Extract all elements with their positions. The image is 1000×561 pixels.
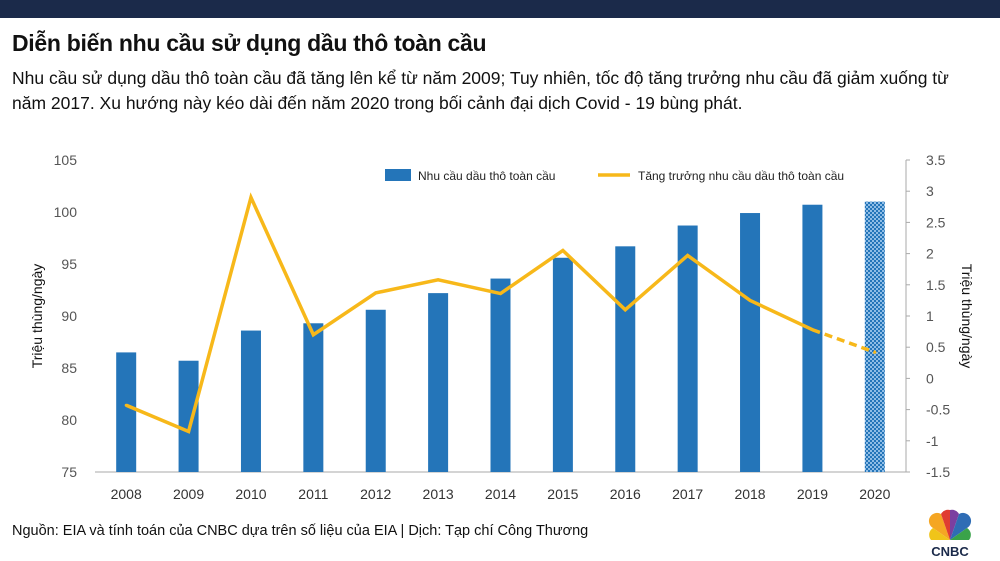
growth-point bbox=[187, 429, 191, 433]
demand-bar bbox=[365, 309, 386, 472]
y-tick-label: 85 bbox=[61, 360, 77, 376]
growth-line bbox=[125, 192, 814, 434]
x-tick-label: 2020 bbox=[859, 486, 890, 502]
growth-point bbox=[249, 195, 253, 199]
growth-point bbox=[436, 278, 440, 282]
x-tick-label: 2009 bbox=[173, 486, 204, 502]
x-tick-label: 2008 bbox=[111, 486, 142, 502]
demand-bar bbox=[677, 225, 698, 472]
chart-subtitle: Nhu cầu sử dụng dầu thô toàn cầu đã tăng… bbox=[12, 68, 949, 113]
y2-tick-label: -0.5 bbox=[926, 402, 950, 418]
growth-point bbox=[686, 253, 690, 257]
y2-tick-label: 2.5 bbox=[926, 214, 946, 230]
growth-line-forecast bbox=[811, 328, 876, 354]
growth-point bbox=[374, 291, 378, 295]
y-tick-label: 100 bbox=[54, 204, 78, 220]
y2-tick-label: -1 bbox=[926, 433, 939, 449]
y2-tick-label: 3 bbox=[926, 183, 934, 199]
y2-axis-title: Triệu thùng/ngày bbox=[959, 264, 975, 369]
chart-title: Diễn biến nhu cầu sử dụng dầu thô toàn c… bbox=[12, 30, 487, 56]
y2-tick-label: 0.5 bbox=[926, 339, 946, 355]
demand-bar bbox=[490, 278, 511, 472]
demand-bar bbox=[178, 360, 199, 472]
x-tick-label: 2019 bbox=[797, 486, 828, 502]
source-note: Nguồn: EIA và tính toán của CNBC dựa trê… bbox=[12, 523, 589, 539]
y-tick-label: 95 bbox=[61, 256, 77, 272]
demand-bar bbox=[240, 330, 261, 472]
demand-bar bbox=[116, 352, 137, 472]
x-tick-label: 2015 bbox=[547, 486, 578, 502]
x-tick-label: 2018 bbox=[734, 486, 765, 502]
x-tick-label: 2016 bbox=[610, 486, 641, 502]
y2-tick-label: 0 bbox=[926, 370, 934, 386]
y-tick-label: 80 bbox=[61, 412, 77, 428]
legend-bar-label: Nhu cầu dầu thô toàn cầu bbox=[418, 169, 555, 183]
y2-tick-label: -1.5 bbox=[926, 464, 950, 480]
growth-point bbox=[873, 350, 877, 354]
growth-point bbox=[124, 403, 128, 407]
growth-point bbox=[623, 308, 627, 312]
y2-tick-label: 2 bbox=[926, 246, 934, 262]
demand-bar bbox=[428, 293, 449, 472]
y2-tick-label: 1 bbox=[926, 308, 934, 324]
forecast-bar bbox=[864, 201, 885, 472]
x-tick-label: 2012 bbox=[360, 486, 391, 502]
chart: 75 80 85 90 95 100 105 -1.5 -1 -0.5 0 0.5 1 1.5 2 2.5 3 3… bbox=[29, 152, 975, 502]
y2-tick-label: 1.5 bbox=[926, 277, 946, 293]
x-tick-label: 2010 bbox=[235, 486, 266, 502]
demand-bar bbox=[615, 246, 636, 472]
y-axis-title: Triệu thùng/ngày bbox=[29, 264, 45, 369]
x-tick-label: 2013 bbox=[423, 486, 454, 502]
y-tick-label: 75 bbox=[61, 464, 77, 480]
demand-bar bbox=[802, 204, 823, 472]
growth-point bbox=[748, 298, 752, 302]
growth-point bbox=[810, 328, 814, 332]
x-tick-label: 2011 bbox=[298, 486, 328, 502]
growth-point bbox=[561, 248, 565, 252]
cnbc-logo: CNBC bbox=[928, 509, 972, 558]
top-banner bbox=[0, 0, 1000, 18]
x-tick-label: 2017 bbox=[672, 486, 703, 502]
growth-point bbox=[311, 333, 315, 337]
legend-bar-swatch bbox=[385, 169, 411, 181]
demand-bar bbox=[552, 257, 573, 472]
y-tick-label: 105 bbox=[54, 152, 78, 168]
growth-point bbox=[499, 292, 502, 296]
y2-tick-label: 3.5 bbox=[926, 152, 946, 168]
legend-line-label: Tăng trưởng nhu cầu dầu thô toàn cầu bbox=[638, 169, 844, 183]
demand-bar bbox=[740, 213, 761, 472]
x-tick-label: 2014 bbox=[485, 486, 516, 502]
y-tick-label: 90 bbox=[61, 308, 77, 324]
demand-bar bbox=[303, 323, 324, 472]
svg-text:CNBC: CNBC bbox=[931, 544, 969, 558]
